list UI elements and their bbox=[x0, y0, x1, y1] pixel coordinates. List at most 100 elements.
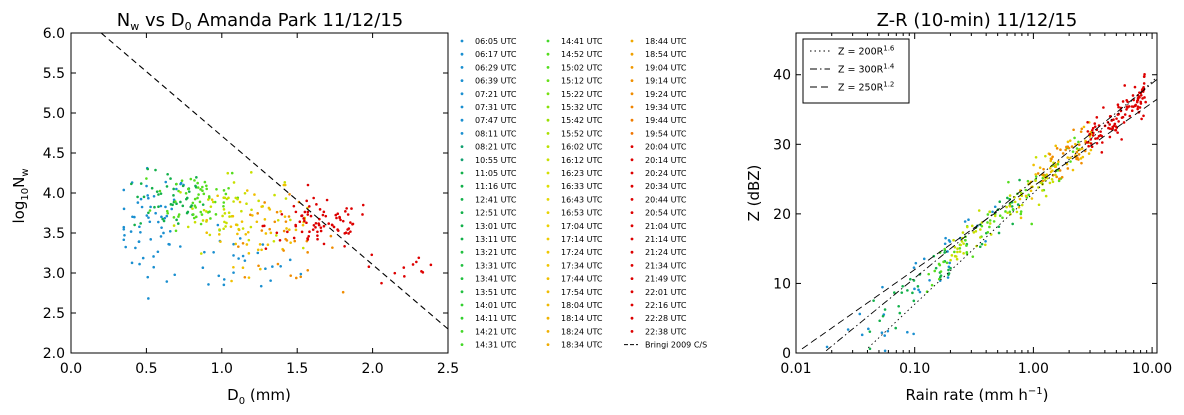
zr-data-point bbox=[906, 330, 909, 334]
legend-label: 20:14 UTC bbox=[645, 156, 687, 165]
legend-dot-swatch bbox=[630, 158, 634, 162]
nw-data-point bbox=[273, 193, 276, 197]
legend-entry: 13:01 UTC bbox=[460, 222, 517, 231]
nw-data-point bbox=[341, 219, 345, 223]
nw-data-point bbox=[202, 192, 206, 196]
nw-data-point bbox=[165, 209, 169, 213]
zr-data-point bbox=[1135, 100, 1139, 104]
nw-data-point bbox=[191, 201, 195, 205]
zr-data-point bbox=[998, 200, 1002, 204]
nw-data-point bbox=[264, 247, 268, 250]
nw-data-point bbox=[181, 184, 185, 188]
nw-data-point bbox=[238, 200, 242, 204]
zr-data-point bbox=[1132, 105, 1135, 108]
nw-data-point bbox=[210, 198, 214, 201]
x-tick-label: 2.5 bbox=[437, 361, 459, 377]
zr-data-point bbox=[1111, 125, 1114, 129]
zr-data-point bbox=[881, 314, 885, 318]
nw-data-point bbox=[205, 184, 208, 188]
zr-data-point bbox=[933, 269, 937, 273]
nw-data-point bbox=[367, 265, 371, 269]
zr-data-point bbox=[1034, 173, 1037, 176]
x-tick-label: 2.0 bbox=[361, 361, 383, 377]
zr-data-point bbox=[986, 221, 989, 224]
nw-data-point bbox=[230, 279, 233, 283]
nw-data-point bbox=[136, 201, 140, 204]
nw-data-point bbox=[209, 217, 212, 220]
zr-data-point bbox=[1068, 139, 1072, 142]
legend-entry: 13:11 UTC bbox=[460, 235, 517, 244]
nw-data-point bbox=[224, 225, 227, 228]
zr-data-point bbox=[967, 218, 970, 222]
nw-data-point bbox=[335, 216, 338, 220]
nw-data-point bbox=[146, 194, 149, 197]
zr-data-point bbox=[945, 261, 949, 265]
nw-data-point bbox=[222, 196, 226, 200]
zr-data-point bbox=[928, 278, 931, 282]
nw-data-point bbox=[184, 192, 188, 195]
nw-data-point bbox=[213, 200, 217, 204]
nw-data-point bbox=[298, 220, 302, 223]
zr-data-point bbox=[1143, 96, 1146, 99]
nw-data-point bbox=[263, 218, 267, 221]
y-tick-label: 20 bbox=[773, 207, 791, 223]
y-tick-label: 40 bbox=[773, 68, 791, 84]
zr-data-point bbox=[1018, 178, 1021, 182]
nw-data-point bbox=[148, 220, 152, 224]
zr-data-point bbox=[962, 242, 965, 245]
nw-data-point bbox=[339, 218, 342, 222]
zr-data-point bbox=[939, 274, 943, 277]
zr-data-point bbox=[1050, 178, 1054, 181]
zr-data-point bbox=[1051, 169, 1054, 172]
nw-data-point bbox=[203, 250, 206, 254]
nw-data-point bbox=[316, 230, 319, 234]
zr-data-point bbox=[971, 255, 975, 258]
nw-data-point bbox=[228, 215, 231, 218]
legend-dot-swatch bbox=[460, 211, 464, 215]
zr-data-point bbox=[979, 236, 982, 239]
zr-data-point bbox=[983, 243, 987, 247]
nw-data-point bbox=[300, 230, 304, 234]
legend-entry: 14:52 UTC bbox=[546, 50, 603, 59]
nw-data-point bbox=[249, 225, 253, 229]
legend-dot-swatch bbox=[460, 184, 464, 188]
y-tick-label: 5.5 bbox=[43, 66, 65, 82]
zr-data-point bbox=[1097, 134, 1101, 138]
nw-data-point bbox=[259, 267, 262, 271]
legend-label: 20:34 UTC bbox=[645, 182, 687, 191]
legend-entry: 14:41 UTC bbox=[546, 37, 603, 46]
zr-data-point bbox=[846, 328, 850, 331]
zr-data-point bbox=[1057, 179, 1061, 183]
nw-data-point bbox=[146, 167, 150, 171]
nw-data-point bbox=[197, 193, 200, 196]
nw-data-point bbox=[349, 230, 352, 233]
nw-data-point bbox=[275, 210, 279, 214]
zr-data-point bbox=[867, 327, 870, 331]
legend-entry: 17:34 UTC bbox=[546, 261, 603, 270]
nw-data-point bbox=[421, 271, 425, 274]
legend-entry: 20:24 UTC bbox=[630, 169, 687, 178]
legend-dot-swatch bbox=[460, 330, 464, 333]
zr-data-point bbox=[980, 224, 984, 228]
legend-entry: 20:44 UTC bbox=[630, 195, 687, 204]
zr-data-point bbox=[1034, 155, 1038, 159]
nw-data-point bbox=[212, 250, 215, 254]
nw-data-point bbox=[162, 219, 166, 223]
zr-data-point bbox=[963, 220, 967, 223]
zr-legend: Z = 200R1.6 Z = 300R1.4 Z = 250R1.2 bbox=[802, 38, 910, 104]
legend-label: 18:54 UTC bbox=[645, 50, 687, 59]
nw-scatter-points bbox=[122, 166, 433, 300]
nw-data-point bbox=[149, 238, 153, 241]
zr-data-point bbox=[1139, 93, 1143, 97]
zr-data-point bbox=[911, 291, 914, 295]
nw-data-point bbox=[245, 189, 249, 192]
zr-data-point bbox=[1057, 160, 1060, 163]
nw-data-point bbox=[283, 183, 287, 187]
nw-data-point bbox=[319, 226, 323, 229]
nw-data-point bbox=[201, 185, 204, 189]
nw-data-point bbox=[283, 181, 287, 184]
zr-data-point bbox=[991, 210, 994, 214]
nw-data-point bbox=[122, 238, 126, 242]
legend-entry: 22:28 UTC bbox=[630, 314, 687, 323]
zr-data-point bbox=[906, 289, 909, 292]
